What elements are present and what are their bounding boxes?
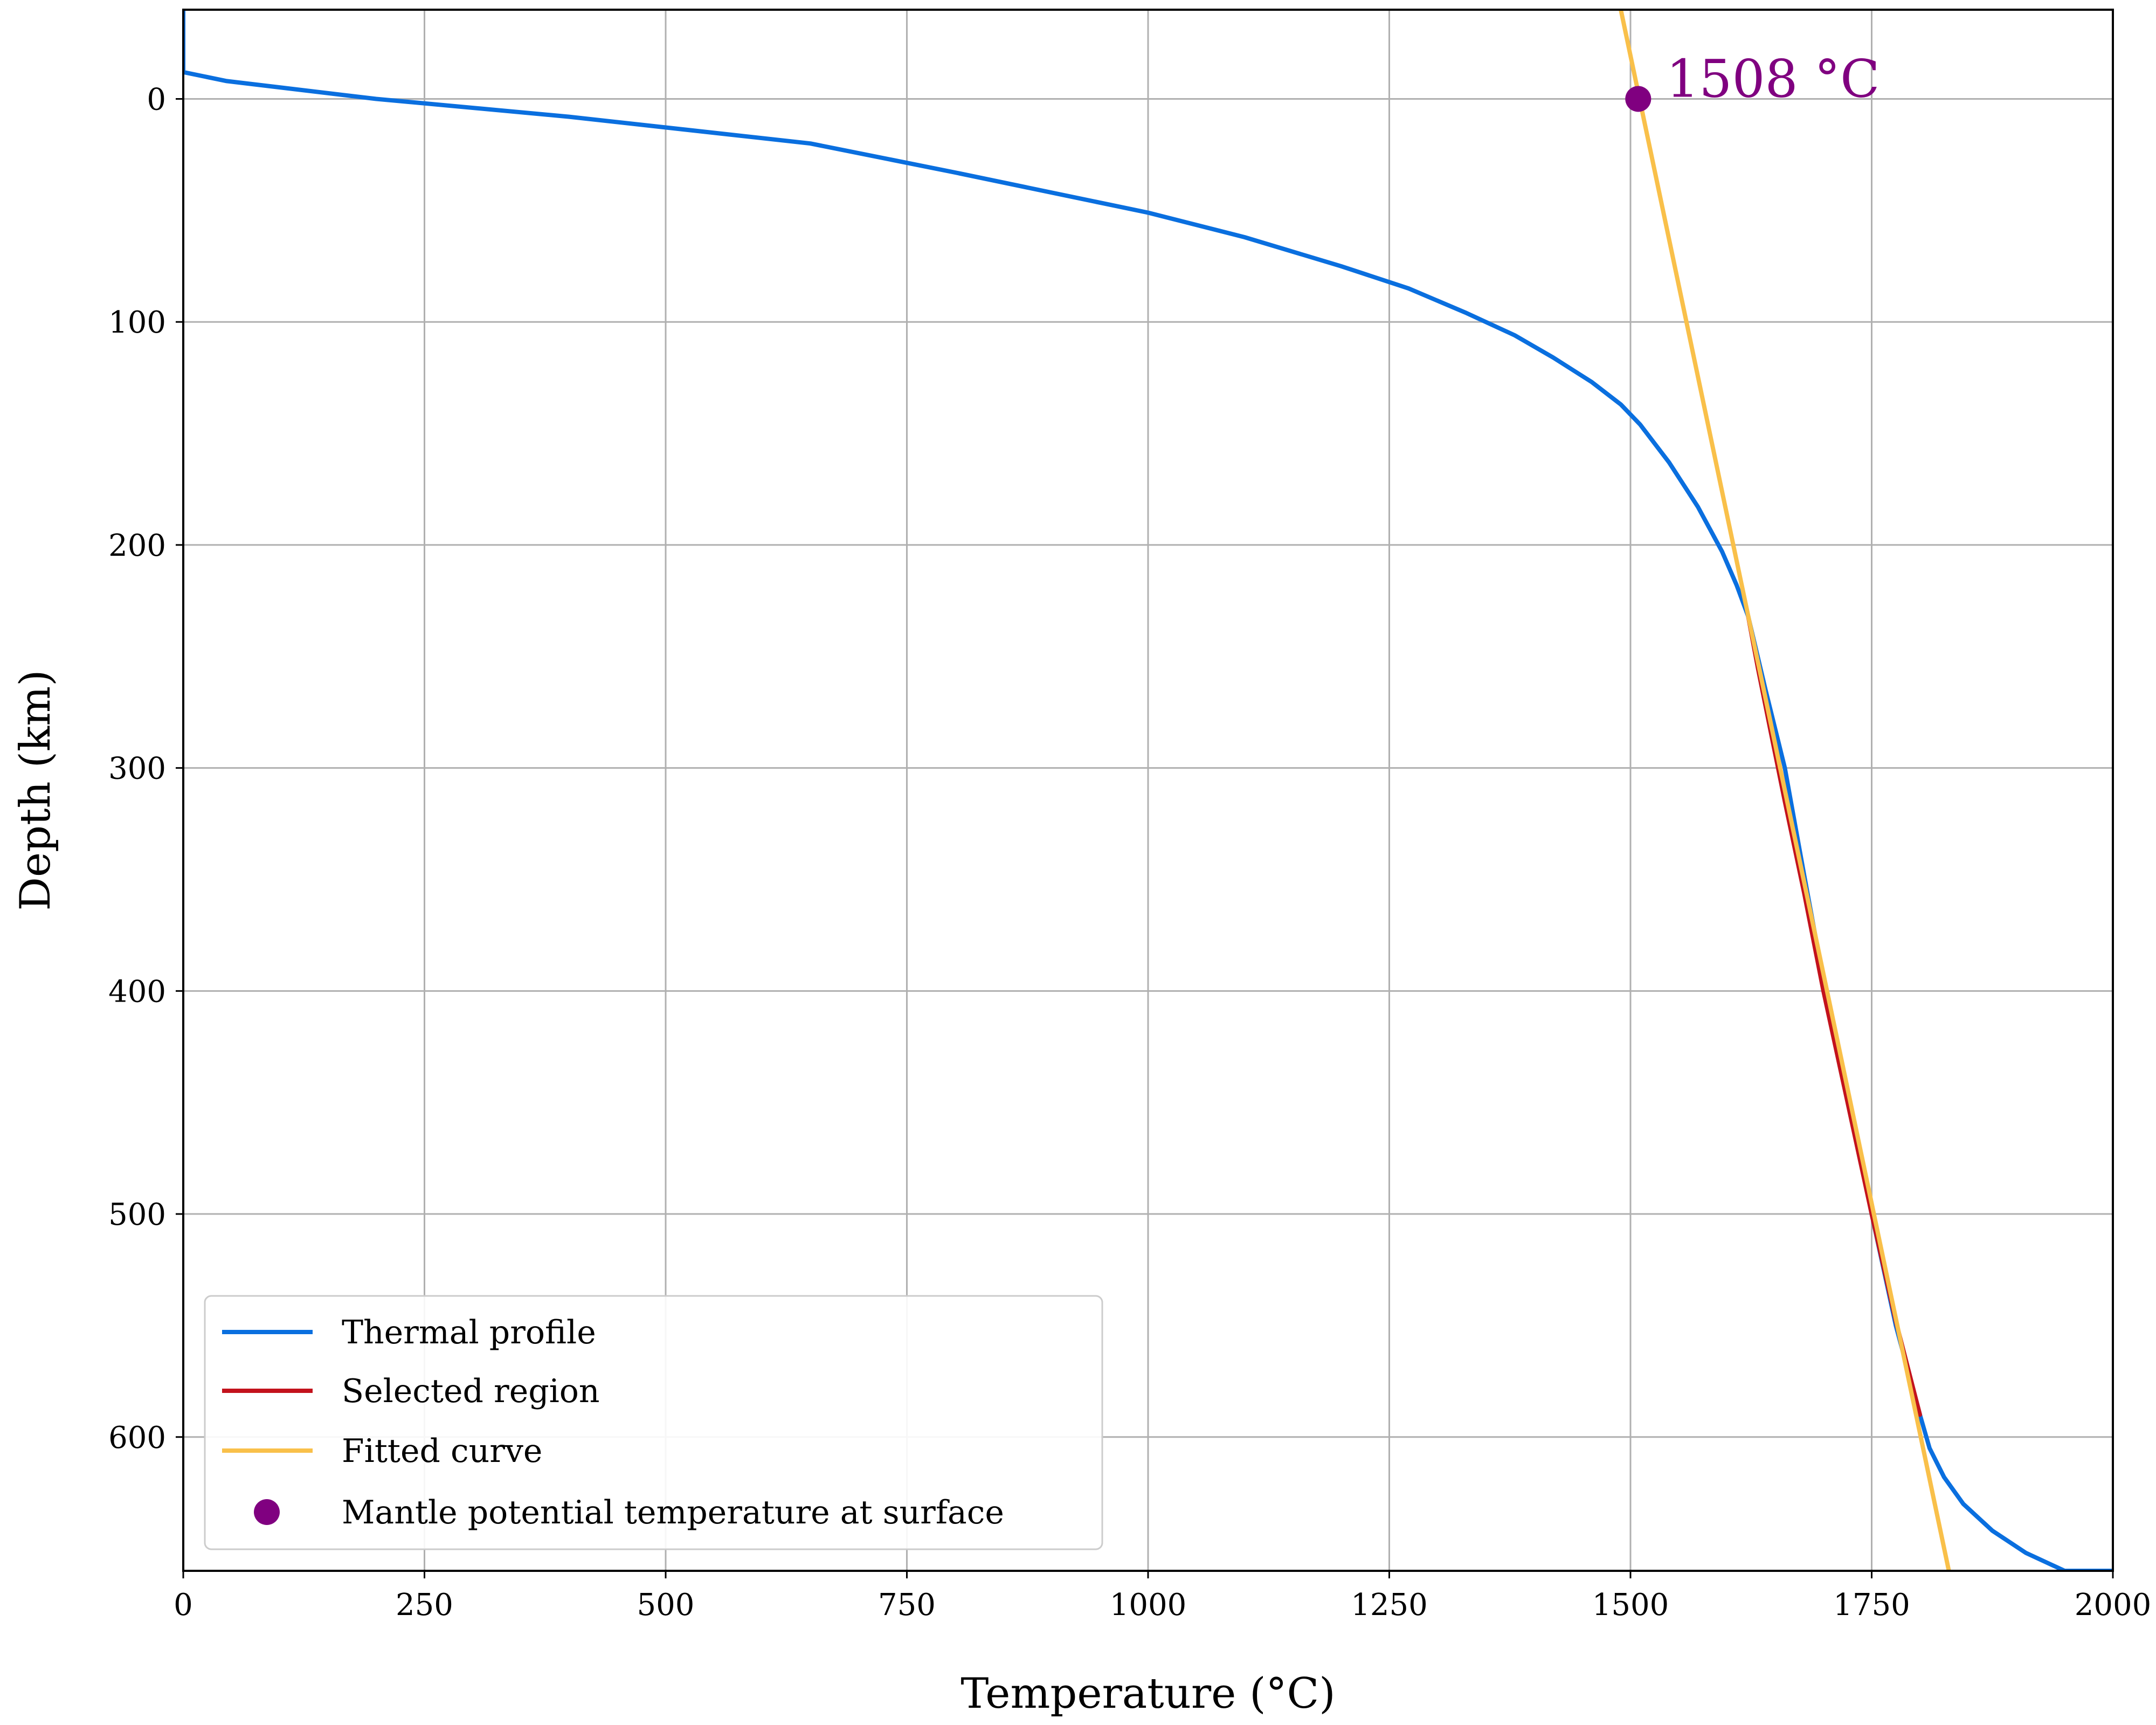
legend-label-mantle-temperature: Mantle potential temperature at surface [342, 1494, 1004, 1531]
annotation-label: 1508 °C [1666, 49, 1879, 109]
x-axis-label: Temperature (°C) [960, 1669, 1335, 1718]
x-tick-label: 1250 [1351, 1588, 1428, 1623]
x-tick-label: 1750 [1833, 1588, 1910, 1623]
x-tick-label: 750 [878, 1588, 936, 1623]
x-tick-label: 250 [396, 1588, 453, 1623]
y-tick-label: 0 [147, 82, 166, 117]
series-lines [183, 10, 2113, 1571]
y-axis-label: Depth (km) [11, 670, 60, 910]
series-line-thermal-profile [183, 10, 2113, 1571]
y-tick-label: 200 [108, 528, 166, 563]
legend-label-thermal-profile: Thermal profile [342, 1314, 596, 1351]
legend: Thermal profile Selected region Fitted c… [204, 1295, 1103, 1550]
legend-label-selected-region: Selected region [342, 1372, 600, 1410]
x-tick-label: 1500 [1592, 1588, 1669, 1623]
legend-marker-mantle-temperature [254, 1499, 280, 1525]
x-tick-label: 500 [637, 1588, 695, 1623]
y-axis-ticks: 0 100 200 300 400 500 600 [108, 82, 183, 1455]
y-tick-label: 100 [108, 305, 166, 340]
y-tick-label: 500 [108, 1197, 166, 1232]
x-axis-ticks: 0 250 500 750 1000 1250 1500 1750 2000 [174, 1571, 2151, 1623]
x-tick-label: 1000 [1110, 1588, 1187, 1623]
series-line-fitted-curve [1619, 10, 1951, 1571]
annotations: 1508 °C [1625, 49, 1880, 112]
y-tick-label: 400 [108, 974, 166, 1009]
x-tick-label: 0 [174, 1588, 193, 1623]
y-tick-label: 600 [108, 1420, 166, 1455]
legend-label-fitted-curve: Fitted curve [342, 1432, 542, 1470]
y-tick-label: 300 [108, 751, 166, 786]
x-tick-label: 2000 [2075, 1588, 2152, 1623]
data-point-mantle-potential-temperature-at-surface [1625, 86, 1651, 112]
legend-box [204, 1295, 1103, 1550]
